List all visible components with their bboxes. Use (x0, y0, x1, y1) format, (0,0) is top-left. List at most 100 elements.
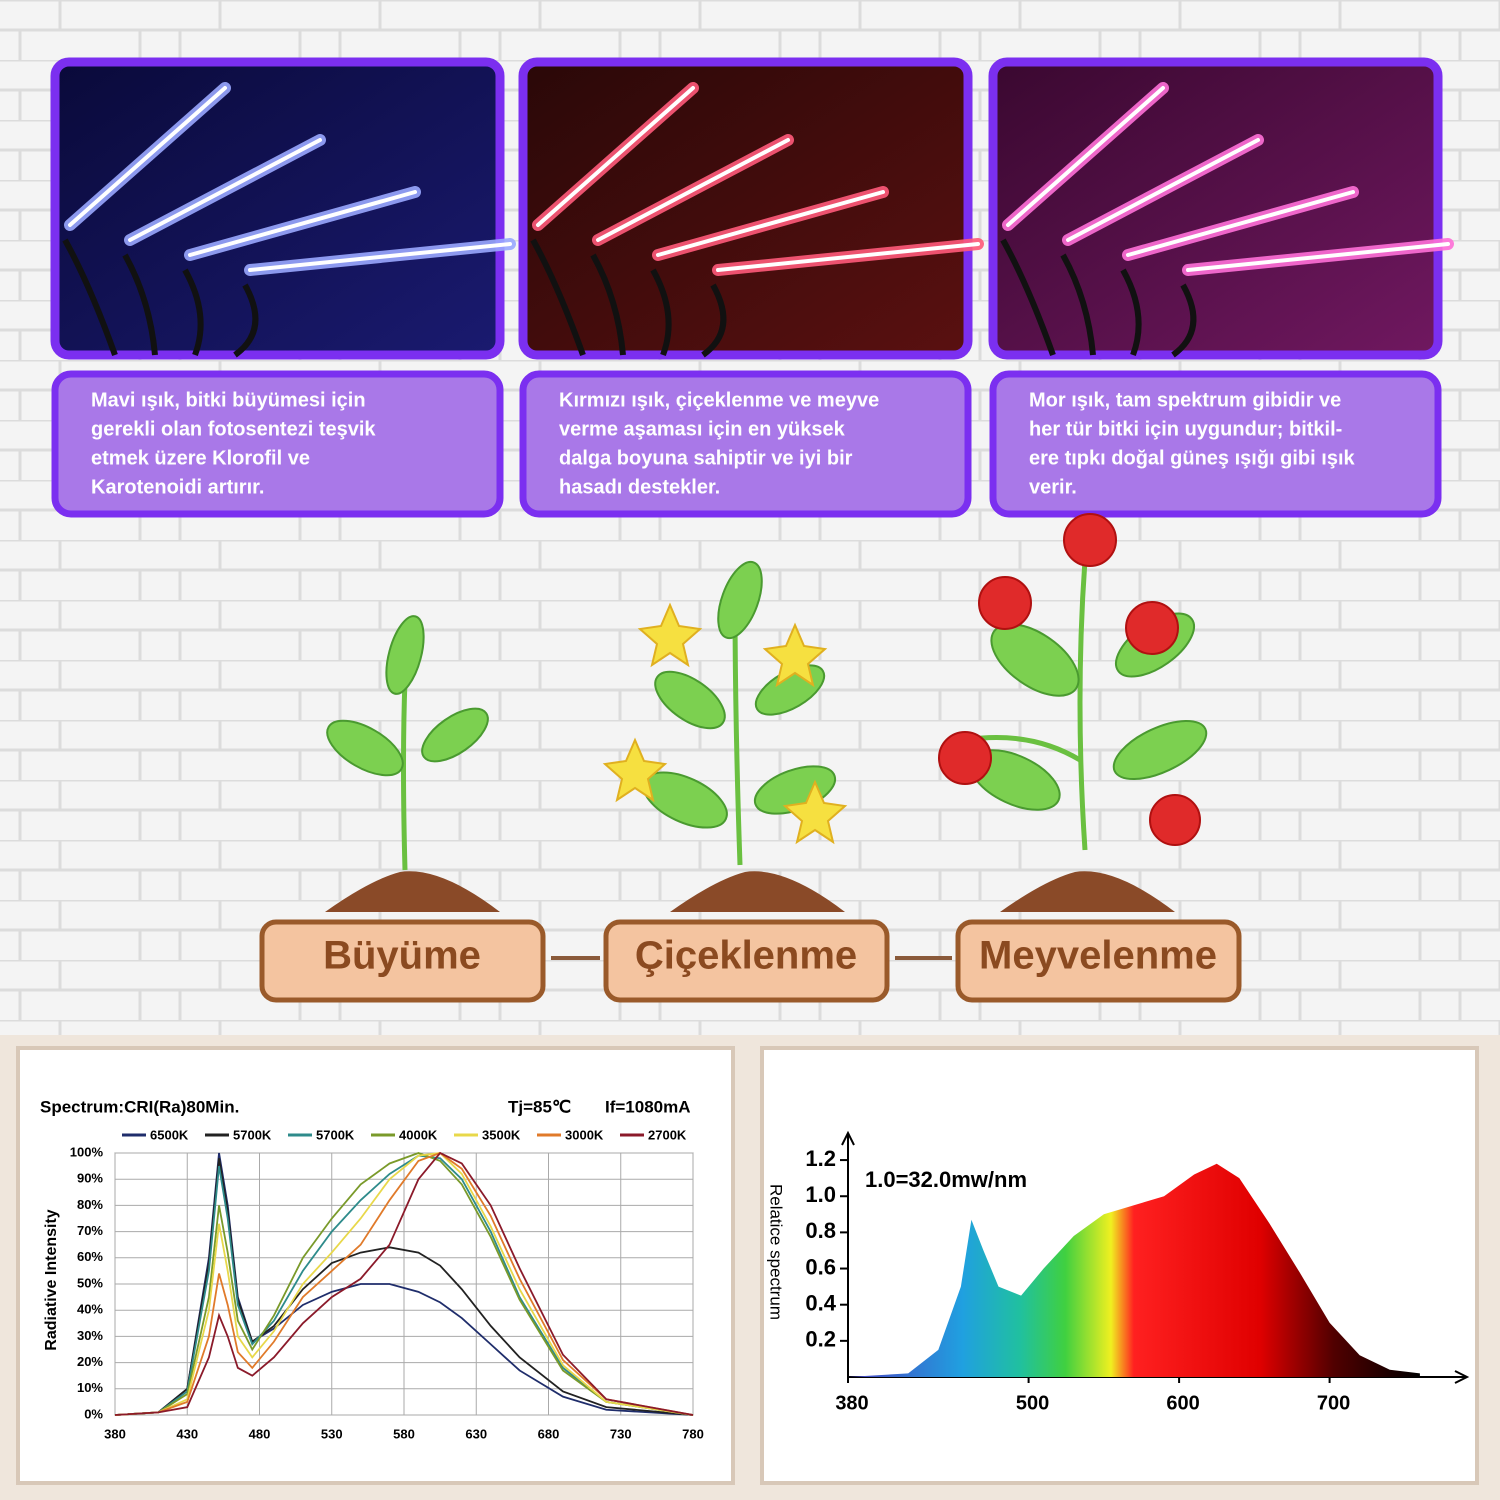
tomato (978, 576, 1032, 630)
panel-text: ere tıpkı doğal güneş ışığı gibi ışık (1029, 447, 1356, 469)
y-tick-label: 30% (77, 1328, 103, 1343)
lamp-cable (1171, 283, 1197, 358)
x-tick-label: 380 (104, 1426, 126, 1441)
panel-text: her tür bitki için uygundur; bitkil- (1029, 418, 1342, 440)
y-tick-label: 70% (77, 1223, 103, 1238)
photo-panel (518, 57, 973, 360)
panel-text: Mavi ışık, bitki büyümesi için (91, 389, 366, 411)
flower (782, 779, 848, 845)
tomato (1063, 513, 1117, 567)
y-tick-label: 80% (77, 1197, 103, 1212)
stage-box (603, 919, 890, 1003)
flower (602, 737, 668, 803)
x-tick-label: 580 (393, 1426, 415, 1441)
led-core (596, 138, 790, 242)
series-line (114, 1154, 694, 1416)
led-core (656, 190, 885, 257)
legend-label: 4000K (399, 1127, 438, 1142)
y-tick-label: 1.0 (805, 1182, 836, 1207)
y-tick-label: 100% (70, 1144, 104, 1159)
x-tick-label: 680 (538, 1426, 560, 1441)
panel-text: etmek üzere Klorofil ve (91, 447, 310, 469)
panel-text: dalga boyuna sahiptir ve iyi bir (559, 447, 853, 469)
y-tick-label: 0.8 (805, 1218, 836, 1243)
x-tick-label: 500 (1016, 1392, 1049, 1414)
decorations: Mavi ışık, bitki büyümesi için gerekli ol… (50, 57, 1454, 1003)
y-tick-label: 0.6 (805, 1254, 836, 1279)
led-core (1126, 190, 1355, 257)
stem (401, 679, 408, 871)
lamp-cable (1060, 253, 1096, 356)
lamp-cable (233, 283, 259, 358)
led-core (1186, 242, 1450, 272)
stage-box (955, 919, 1242, 1003)
legend-label: 6500K (150, 1127, 189, 1142)
x-tick-label: 480 (249, 1426, 271, 1441)
leaf (421, 707, 489, 763)
text-box (989, 370, 1442, 518)
chart-title: 1.0=32.0mw/nm (865, 1167, 1027, 1192)
led-core (716, 242, 980, 272)
photo-panel (50, 57, 505, 360)
x-tick-label: 600 (1166, 1392, 1199, 1414)
x-tick-label: 700 (1317, 1392, 1350, 1414)
lamp-cable (701, 283, 727, 358)
y-tick-label: 40% (77, 1302, 103, 1317)
y-tick-label: 0.4 (805, 1291, 836, 1316)
series-line (114, 1152, 694, 1416)
led-core (536, 86, 695, 227)
y-tick-label: 10% (77, 1380, 103, 1395)
legend-label: 2700K (648, 1127, 687, 1142)
lamp-cable (590, 253, 626, 356)
leaf (990, 623, 1080, 697)
y-axis-label: Radiative Intensity (43, 1209, 60, 1350)
legend-label: 3000K (565, 1127, 604, 1142)
stage-box (259, 919, 546, 1003)
led-core (1066, 138, 1260, 242)
series-line (114, 1151, 694, 1416)
panel-text: gerekli olan fotosentezi teşvik (91, 418, 376, 440)
x-tick-label: 730 (610, 1426, 632, 1441)
tomato (1149, 794, 1201, 846)
series-line (114, 1152, 694, 1416)
stage-label: Meyvelenme (979, 934, 1217, 978)
tomato (1125, 601, 1179, 655)
chart-title: Spectrum:CRI(Ra)80Min. (40, 1097, 239, 1116)
y-tick-label: 1.2 (805, 1146, 836, 1171)
leaf (717, 560, 763, 640)
y-tick-label: 20% (77, 1354, 103, 1369)
x-tick-label: 780 (682, 1426, 704, 1441)
soil (1000, 871, 1175, 912)
lamp-cable (182, 268, 204, 357)
stage-label: Çiçeklenme (635, 934, 857, 978)
y-tick-label: 0% (84, 1406, 103, 1421)
stage-label: Büyüme (323, 934, 481, 978)
text-box (51, 370, 504, 518)
text-box (519, 370, 972, 518)
lamp-cable (1000, 238, 1056, 357)
spectrum-area (848, 1163, 1420, 1377)
x-tick-label: 380 (835, 1392, 868, 1414)
y-axis-label: Relatice spectrum (767, 1184, 786, 1320)
x-tick-label: 430 (176, 1426, 198, 1441)
leaf (326, 719, 404, 777)
panel-text: verme aşaması için en yüksek (559, 418, 846, 440)
lamp-cable (62, 238, 118, 357)
annotation: If=1080mA (605, 1097, 691, 1116)
soil (670, 871, 845, 912)
legend-label: 3500K (482, 1127, 521, 1142)
lamp-cable (530, 238, 586, 357)
series-line (114, 1151, 694, 1416)
panel-text: Mor ışık, tam spektrum gibidir ve (1029, 389, 1341, 411)
x-tick-label: 630 (465, 1426, 487, 1441)
led-core (128, 138, 322, 242)
axes (841, 1130, 1470, 1384)
y-tick-label: 50% (77, 1275, 103, 1290)
panel-text: Kırmızı ışık, çiçeklenme ve meyve (559, 389, 879, 411)
x-tick-label: 530 (321, 1426, 343, 1441)
stem (1077, 559, 1088, 851)
led-core (248, 242, 512, 272)
panel-text: verir. (1029, 476, 1077, 498)
panel-text: hasadı destekler. (559, 476, 720, 498)
charts: 0% 10% 20% 30% 40% 50% 60% 70% 80% 90% 100% 380 430 4… (40, 1097, 1420, 1441)
